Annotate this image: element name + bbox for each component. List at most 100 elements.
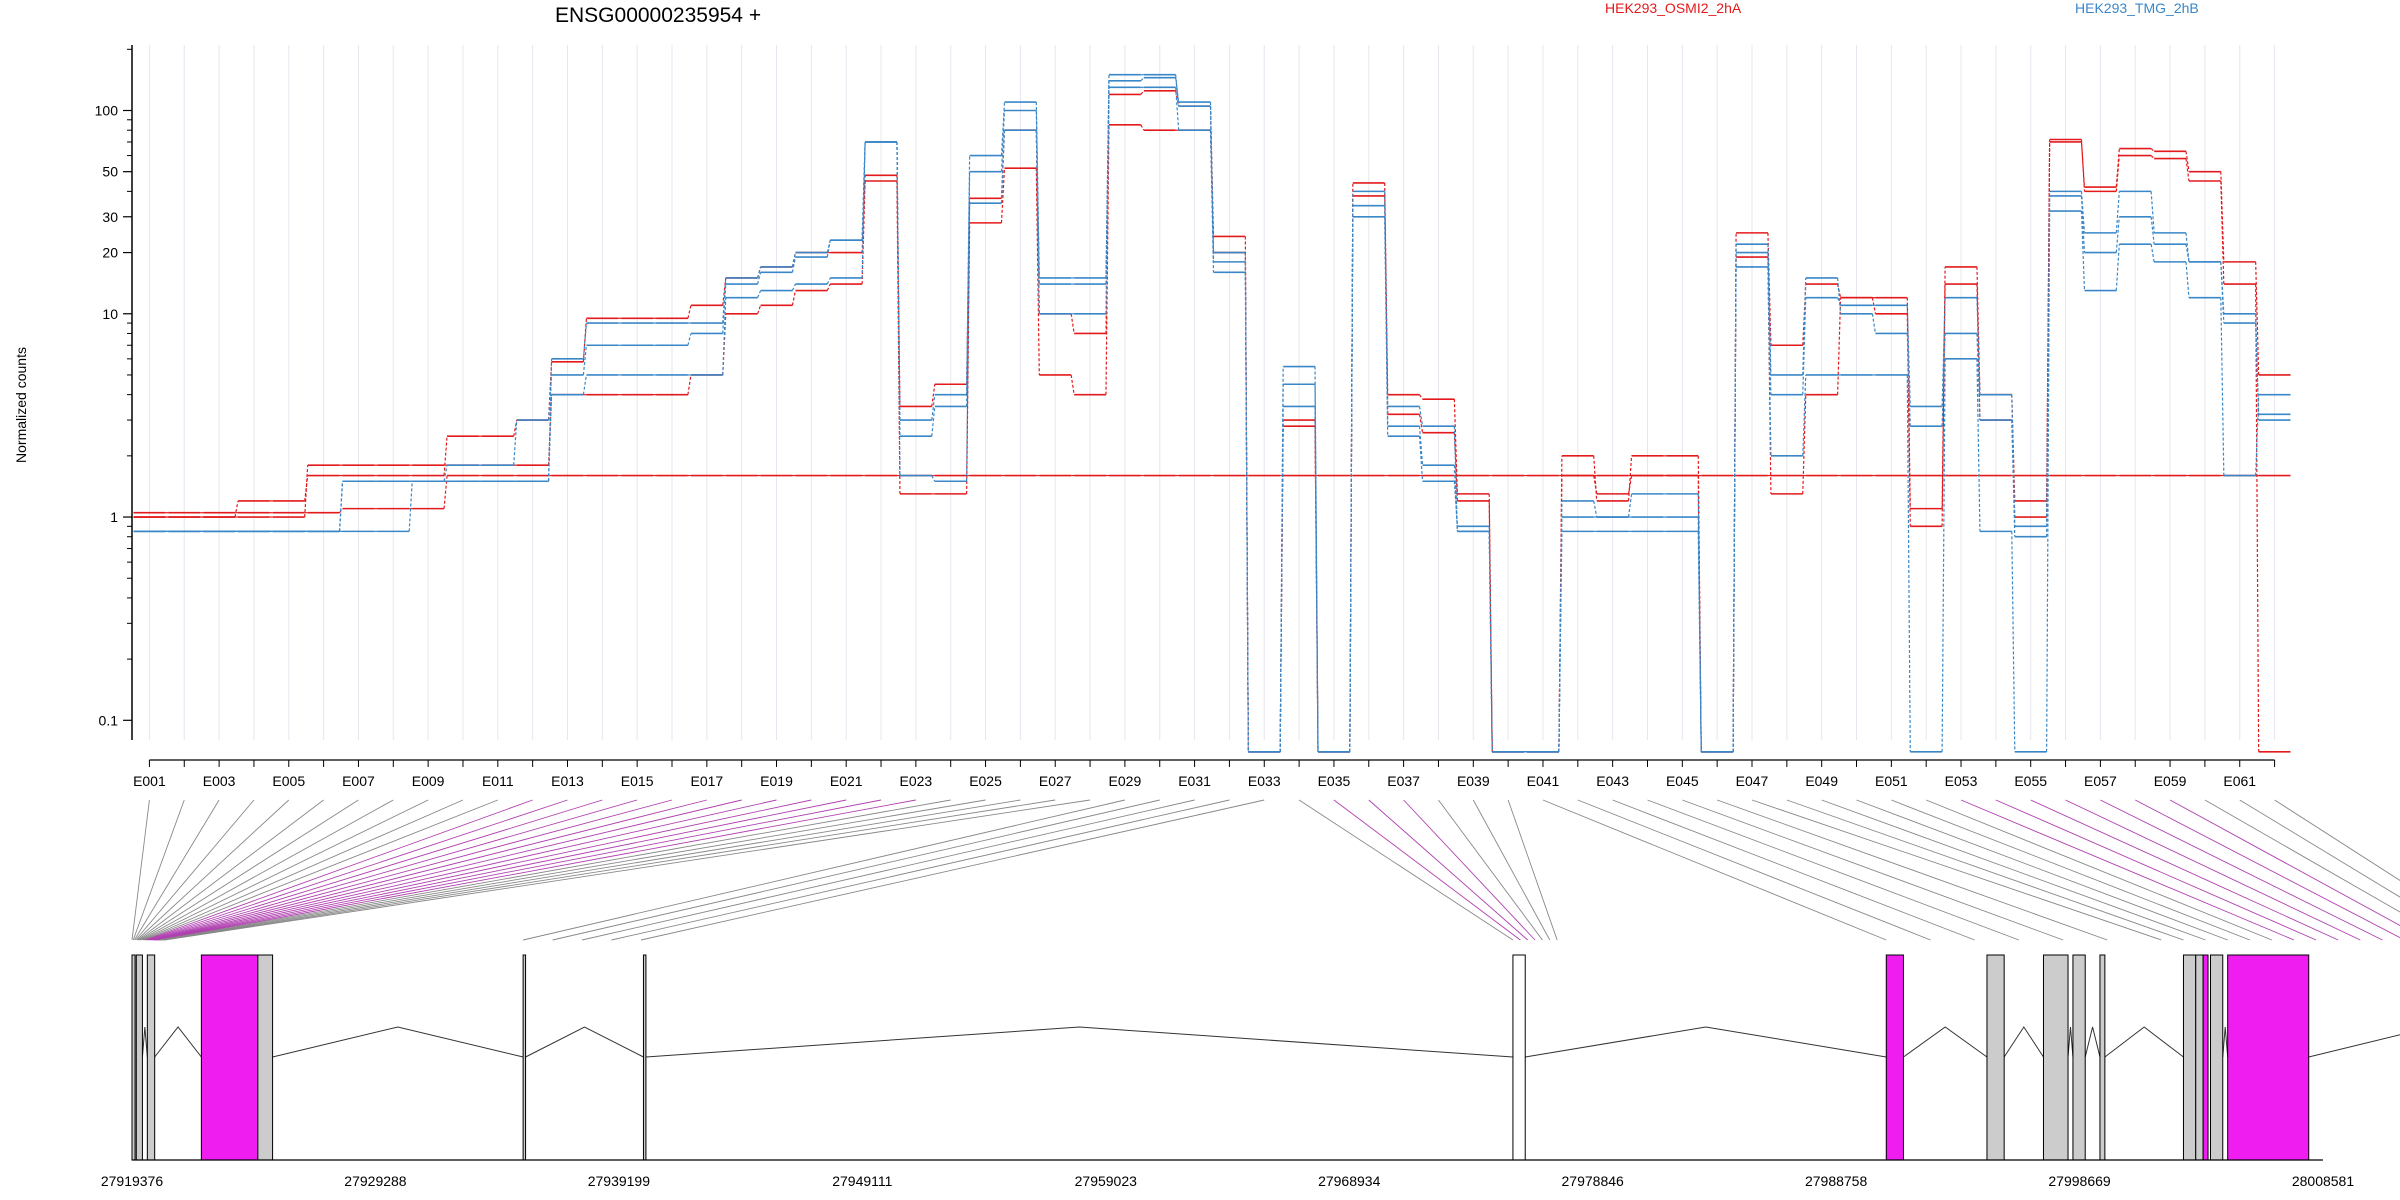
x-tick-label: E021 <box>830 773 863 789</box>
series-connector <box>1802 374 1807 456</box>
exon-connector <box>1891 799 2250 941</box>
exon-connector <box>1995 799 2317 941</box>
intron <box>2067 1026 2074 1058</box>
series-connector <box>1035 168 1040 375</box>
series-connector <box>826 283 831 291</box>
legend-osmi: HEK293_OSMI2_2hA <box>1605 0 1742 16</box>
series-connector <box>826 240 831 258</box>
series-connector <box>1976 297 1981 395</box>
series-connector <box>1070 313 1075 334</box>
series-connector <box>1418 426 1424 466</box>
exon-connector <box>143 799 498 941</box>
exon-connector <box>139 799 359 941</box>
exon-connector <box>157 799 882 941</box>
intron <box>272 1026 524 1058</box>
x-tick-label: E057 <box>2084 773 2117 789</box>
series-connector <box>2150 244 2155 262</box>
series-connector <box>931 394 936 421</box>
legend-tmg: HEK293_TMG_2hB <box>2075 0 2199 16</box>
exon-box <box>2202 954 2209 1161</box>
series-connector <box>1836 277 1842 314</box>
series-connector <box>2150 191 2155 233</box>
series-connector <box>791 283 796 291</box>
gene-model: 27919376 27929288 27939199 27949111 27959023… <box>101 954 2400 1189</box>
series-connector <box>1836 297 1842 395</box>
series-connector <box>1941 333 1946 427</box>
series-connector <box>1314 384 1319 752</box>
exon-connector <box>159 799 951 941</box>
exon-box <box>2195 954 2204 1161</box>
intron <box>2104 1026 2184 1058</box>
exon-connector <box>552 799 1160 941</box>
series-connector <box>757 266 762 279</box>
x-tick-label: E049 <box>1805 773 1838 789</box>
exon-connector <box>131 799 150 941</box>
exon-connector <box>160 799 986 941</box>
series-connector <box>687 374 692 395</box>
series-connector <box>2046 211 2051 752</box>
series-connector <box>861 141 866 278</box>
intron <box>154 1026 202 1058</box>
series-connector <box>2220 180 2225 285</box>
series-connector <box>2080 195 2086 253</box>
x-tick-label: E059 <box>2154 773 2187 789</box>
exon-connector <box>1368 799 1528 941</box>
series-connector <box>547 394 553 482</box>
exon-connector <box>148 799 638 941</box>
exon-connector <box>152 799 742 941</box>
series-connector <box>1453 465 1458 532</box>
coord-label: 27998669 <box>2048 1173 2111 1189</box>
coord-label: 27988758 <box>1805 1173 1868 1189</box>
series-connector <box>1767 244 1772 375</box>
series-connector <box>1697 531 1702 752</box>
exon-connectors <box>131 799 2400 941</box>
series-connector <box>1941 266 1946 509</box>
coord-label: 27968934 <box>1318 1173 1381 1189</box>
coord-label: 27919376 <box>101 1173 164 1189</box>
exon-connector <box>1577 799 1931 941</box>
series-connector <box>722 297 727 375</box>
series-connector <box>1802 297 1807 395</box>
x-tick-label: E053 <box>1945 773 1978 789</box>
x-tick-label: E045 <box>1666 773 1699 789</box>
series-connector <box>1976 358 1981 532</box>
series-connector <box>1453 399 1458 494</box>
x-tick-label: E047 <box>1736 773 1769 789</box>
exon-connector <box>640 799 1265 941</box>
intron <box>2084 1026 2101 1058</box>
x-tick-label: E015 <box>621 773 654 789</box>
exon-connector <box>1856 799 2228 941</box>
x-tick-label: E029 <box>1109 773 1142 789</box>
series-connector <box>234 500 239 518</box>
exon-connector <box>1298 799 1514 941</box>
exon-connector <box>153 799 777 941</box>
series-connector <box>931 384 936 407</box>
series-connector <box>1976 333 1981 421</box>
x-tick-label: E009 <box>412 773 445 789</box>
series-connector <box>2220 261 2225 324</box>
exon-connector <box>135 799 255 941</box>
y-axis-label: Normalized counts <box>13 347 29 463</box>
series-connector <box>2080 191 2086 233</box>
exon-connector <box>156 799 847 941</box>
exon-box <box>2182 954 2197 1161</box>
series-connector <box>1419 394 1424 400</box>
series-connector <box>1802 394 1807 494</box>
series-connector <box>2255 261 2260 375</box>
exon-connector <box>134 799 220 941</box>
exon-connector <box>2204 799 2400 913</box>
series-connector <box>547 374 553 421</box>
series-connector <box>2080 139 2086 192</box>
exon-connector <box>1507 799 1558 941</box>
x-tick-label: E037 <box>1387 773 1420 789</box>
exon-box <box>2099 954 2106 1161</box>
exon-connector <box>2239 799 2400 898</box>
x-tick-label: E033 <box>1248 773 1281 789</box>
exon-connector <box>150 799 673 941</box>
series-connector <box>1767 266 1772 456</box>
series-lines <box>133 73 2291 753</box>
exon-box <box>131 954 136 1161</box>
series-connector <box>1767 232 1772 346</box>
exon-connector <box>1403 799 1536 941</box>
